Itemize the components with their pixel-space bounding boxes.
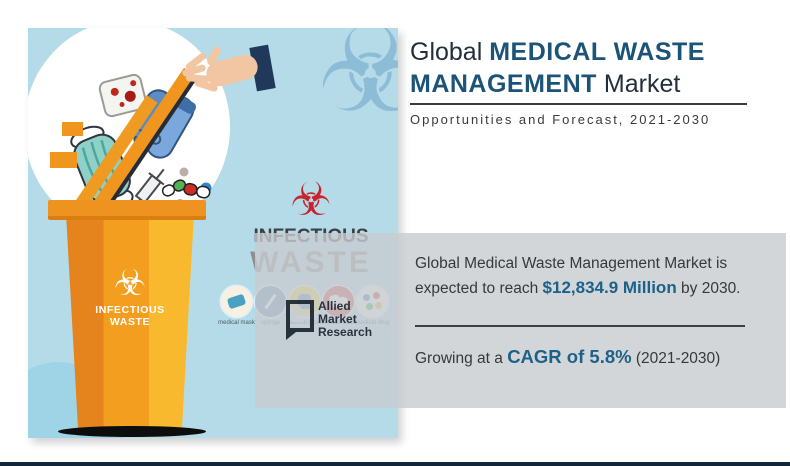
bin-lid [48,200,206,220]
forecast-line2-suffix: by 2030. [676,280,741,297]
bottom-accent-bar [0,462,790,466]
bin-label-line2: WASTE [109,316,151,328]
cagr-value: CAGR of 5.8% [507,346,632,367]
growth-prefix: Growing at a [415,350,508,367]
infectious-waste-bin: ☣ INFECTIOUS WASTE [66,220,194,432]
medical-mask-icon [221,286,252,317]
forecast-line2-prefix: expected to reach [415,280,543,297]
brand-text: Allied Market Research [318,300,372,339]
brand-line3: Research [318,325,373,339]
brand-line2: Market [318,312,357,326]
allied-market-research-watermark: Allied Market Research [286,300,372,340]
page-title: Global MEDICAL WASTE MANAGEMENT Market [410,36,770,100]
biohazard-icon: ☣ [113,263,147,304]
stats-box: Global Medical Waste Management Market i… [255,233,786,408]
bin-lid-step [62,122,83,136]
title-bold: MEDICAL WASTE [489,38,705,66]
growth-suffix: (2021-2030) [631,350,721,367]
brand-logo-icon [286,300,314,340]
forecast-line1: Global Medical Waste Management Market i… [415,255,728,272]
icon-label: medical mask [218,320,255,326]
bin-label-line1: INFECTIOUS [95,304,165,316]
title-regular: Global [410,38,490,66]
title-regular: Market [596,70,681,98]
subtitle: Opportunities and Forecast, 2021-2030 [410,112,711,127]
brand-line1: Allied [318,299,351,313]
market-forecast-text: Global Medical Waste Management Market i… [415,252,787,301]
stats-divider [415,325,745,327]
bin-lid-step [50,152,77,168]
gauze-icon [98,73,148,118]
biohazard-watermark-icon: ☣ [317,28,398,139]
bin-shadow [58,426,206,437]
title-bold: MANAGEMENT [410,70,597,98]
growth-text: Growing at a CAGR of 5.8% (2021-2030) [415,346,720,368]
icon-medical-mask: medical mask [218,286,255,326]
header-divider [410,103,747,105]
hand-illustration [181,40,276,106]
market-value: $12,834.9 Million [542,278,677,297]
biohazard-red-icon: ☣ [290,172,332,226]
